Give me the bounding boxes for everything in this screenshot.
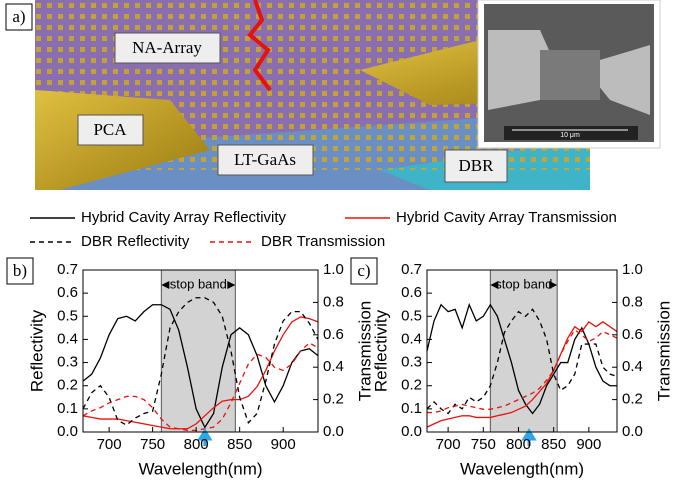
x-tick-label: 900 [576, 436, 601, 453]
panel-label: c) [357, 261, 370, 280]
y-tick-label: 0.3 [401, 354, 422, 371]
y2-tick-label: 0.6 [622, 326, 643, 343]
y2-tick-label: 0.4 [323, 358, 344, 375]
x-tick-label: 700 [97, 436, 122, 453]
page: 10 μm a) NA-Array PCA LT-GaAs DBR Hybrid… [0, 0, 689, 487]
stop-band-label: stop band [495, 276, 552, 291]
y-tick-label: 0.0 [401, 423, 422, 440]
y2-tick-label: 0.2 [622, 391, 643, 408]
x-axis-label: Wavelength(nm) [138, 459, 262, 478]
y2-tick-label: 1.0 [323, 261, 344, 278]
y-tick-label: 0.2 [401, 377, 422, 394]
scale-bar-label: 10 μm [560, 132, 580, 139]
panel-label: b) [13, 261, 27, 280]
x-tick-label: 750 [471, 436, 496, 453]
label-na-array: NA-Array [132, 38, 202, 57]
legend-label: Hybrid Cavity Array Reflectivity [81, 209, 287, 226]
stop-band-label: stop band [170, 276, 227, 291]
y-tick-label: 0.4 [401, 330, 422, 347]
y2-tick-label: 0.2 [323, 391, 344, 408]
x-tick-label: 900 [271, 436, 296, 453]
y-tick-label: 0.6 [57, 284, 78, 301]
label-pca: PCA [93, 120, 127, 139]
label-lt-gaas: LT-GaAs [234, 150, 296, 169]
y-tick-label: 0.1 [57, 400, 78, 417]
x-tick-label: 800 [184, 436, 209, 453]
legend-label: Hybrid Cavity Array Transmission [396, 209, 617, 226]
stop-band [161, 270, 235, 432]
legend: Hybrid Cavity Array Reflectivity Hybrid … [30, 209, 617, 250]
y-axis-label: Reflectivity [27, 309, 46, 392]
y-tick-label: 0.7 [401, 261, 422, 278]
y-axis-label: Reflectivity [371, 309, 390, 392]
y2-tick-label: 0.0 [622, 423, 643, 440]
panel-a-image: 10 μm [35, 0, 660, 190]
y-tick-label: 0.3 [57, 354, 78, 371]
y2-axis-label: Transmission [654, 301, 673, 401]
figure: 10 μm a) NA-Array PCA LT-GaAs DBR Hybrid… [0, 0, 689, 487]
y2-tick-label: 0.8 [323, 293, 344, 310]
label-dbr: DBR [459, 156, 495, 175]
x-tick-label: 850 [541, 436, 566, 453]
x-tick-label: 700 [436, 436, 461, 453]
y-tick-label: 0.1 [401, 400, 422, 417]
y-tick-label: 0.5 [401, 307, 422, 324]
y-tick-label: 0.2 [57, 377, 78, 394]
legend-label: DBR Reflectivity [81, 233, 190, 250]
y2-tick-label: 0.0 [323, 423, 344, 440]
y2-tick-label: 0.8 [622, 293, 643, 310]
y2-tick-label: 0.6 [323, 326, 344, 343]
panel-label: a) [12, 7, 25, 26]
y-tick-label: 0.0 [57, 423, 78, 440]
x-tick-label: 850 [227, 436, 252, 453]
y-tick-label: 0.5 [57, 307, 78, 324]
y-tick-label: 0.4 [57, 330, 78, 347]
y-tick-label: 0.7 [57, 261, 78, 278]
x-tick-label: 800 [506, 436, 531, 453]
x-axis-label: Wavelength(nm) [460, 459, 584, 478]
y2-tick-label: 0.4 [622, 358, 643, 375]
y-tick-label: 0.6 [401, 284, 422, 301]
y2-tick-label: 1.0 [622, 261, 643, 278]
x-tick-label: 750 [140, 436, 165, 453]
legend-label: DBR Transmission [261, 233, 385, 250]
